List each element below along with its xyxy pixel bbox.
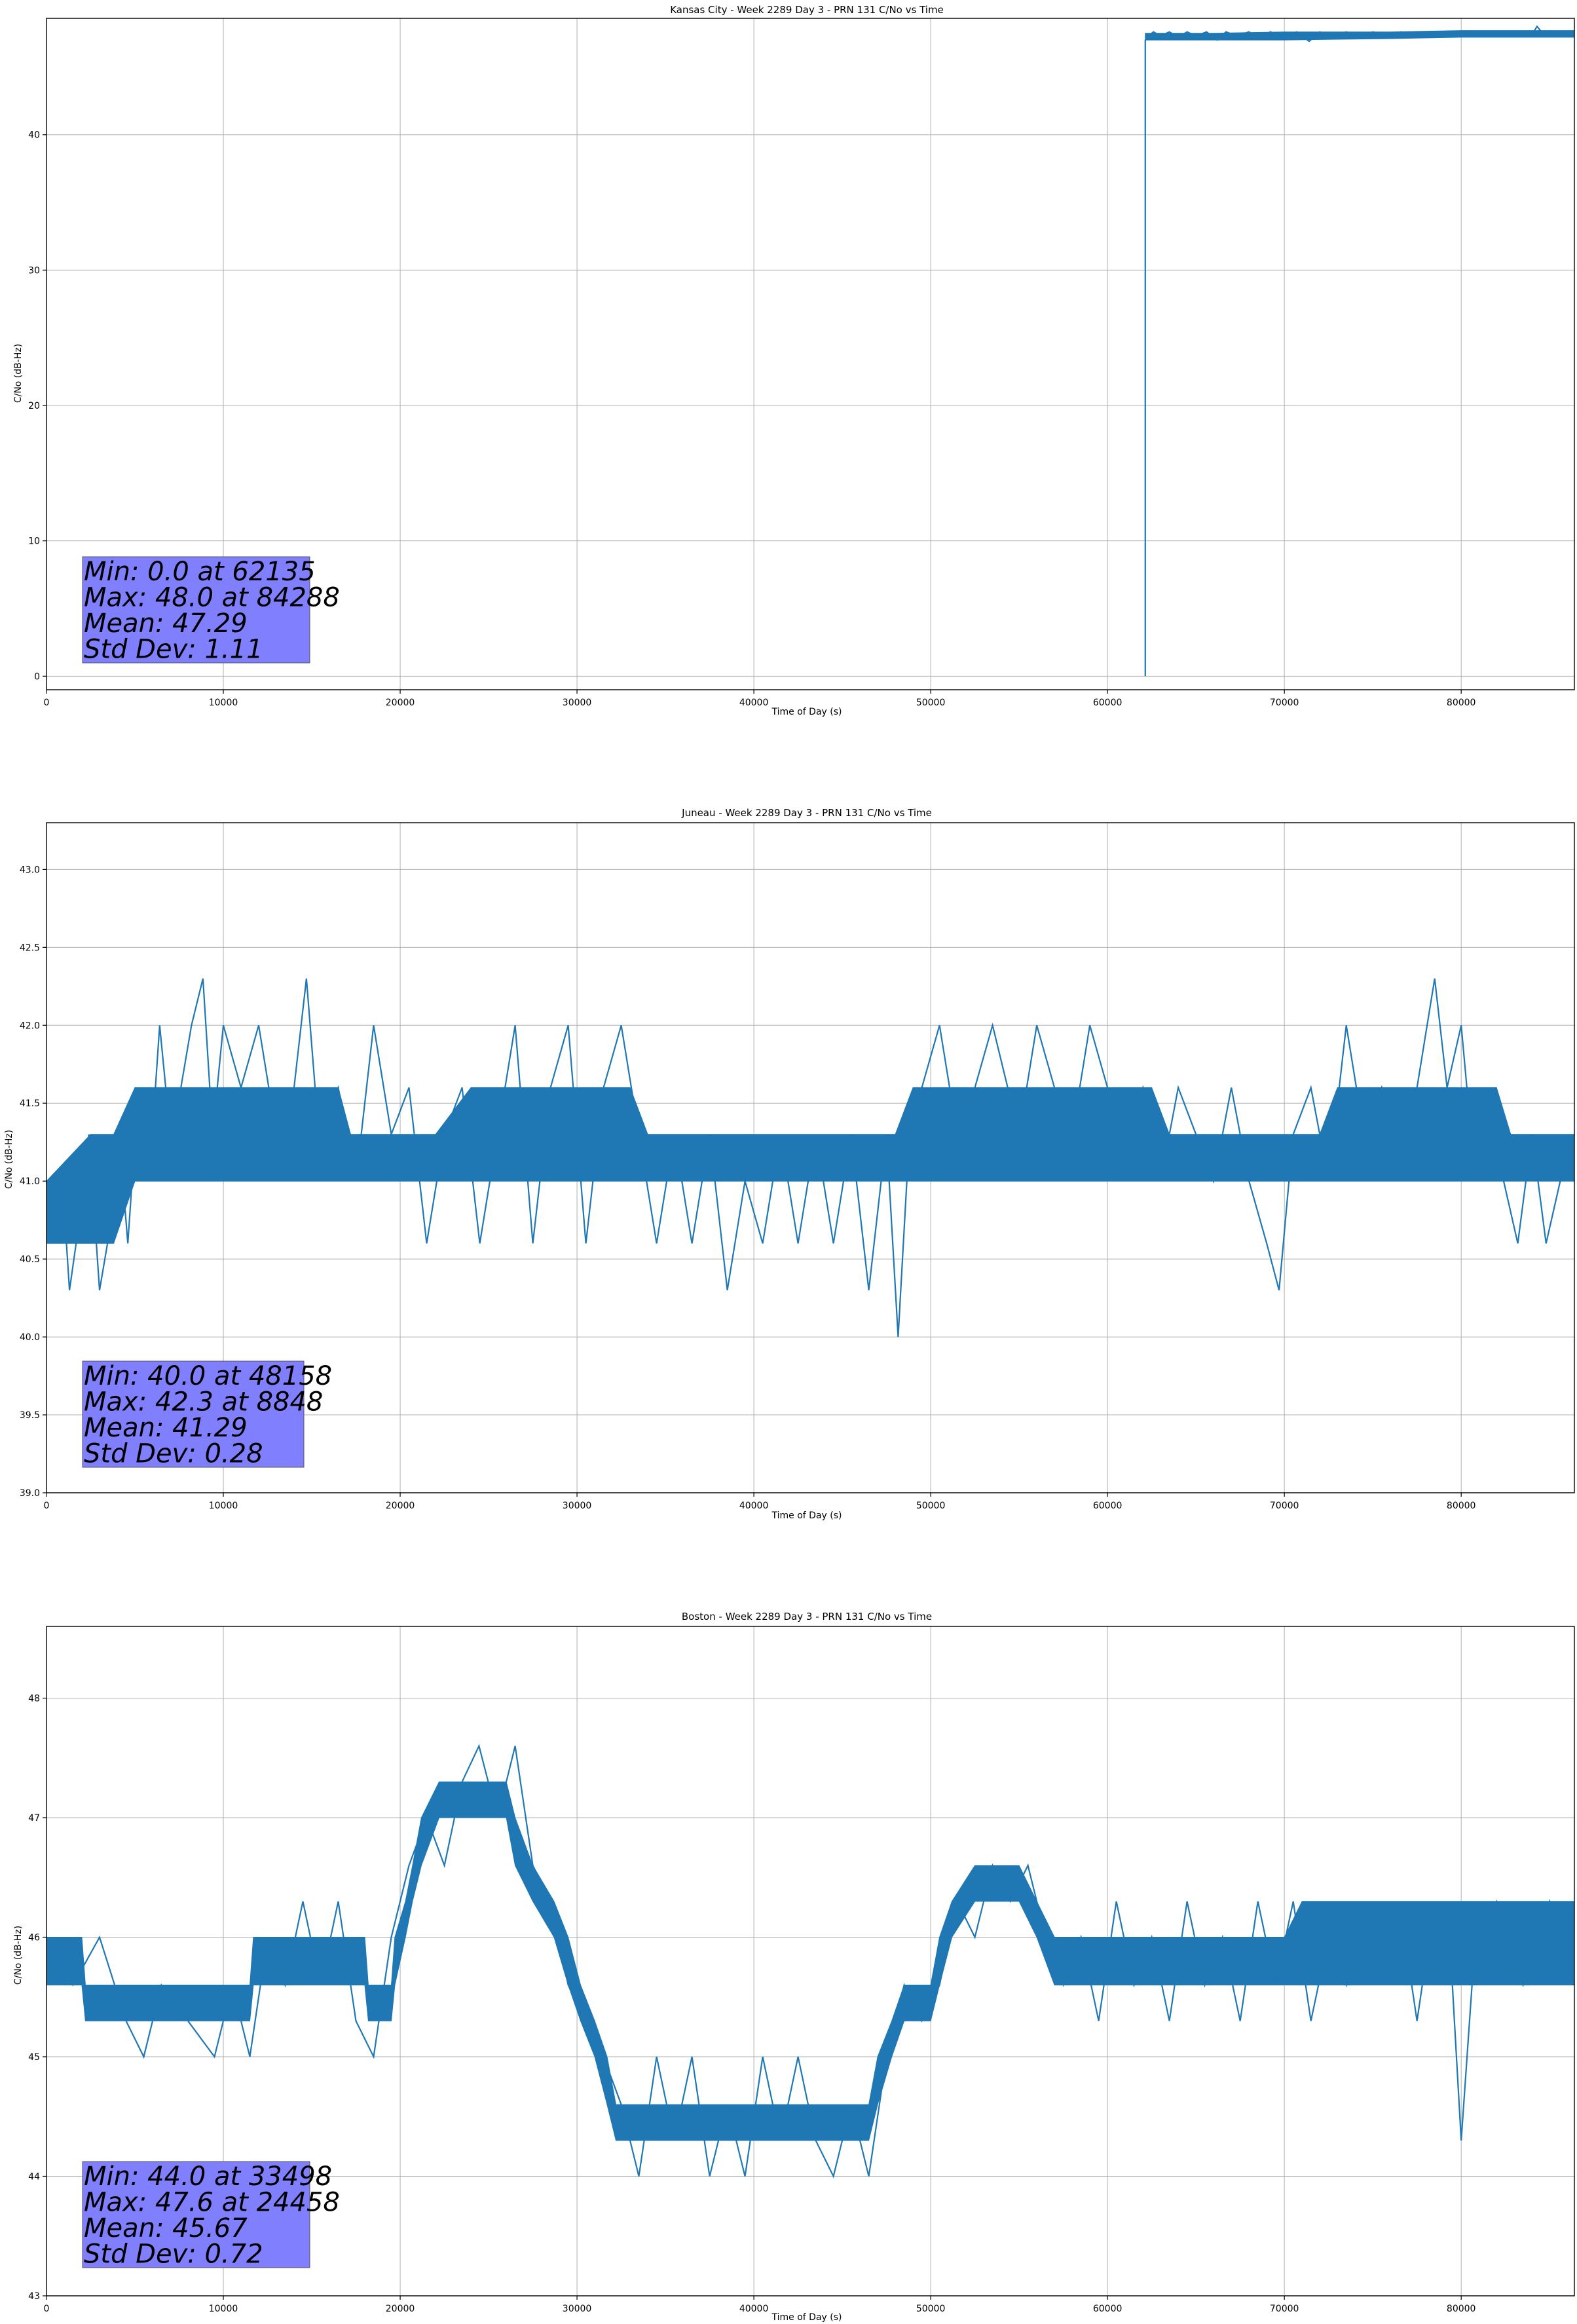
x-axis-label: Time of Day (s) [771, 1510, 842, 1521]
x-tick-label: 80000 [1447, 698, 1476, 708]
chart-title: Boston - Week 2289 Day 3 - PRN 131 C/No … [682, 1611, 932, 1622]
x-tick-label: 0 [44, 1501, 50, 1511]
stats-line: Mean: 41.29 [84, 1413, 248, 1443]
x-tick-label: 70000 [1270, 698, 1299, 708]
stats-box [82, 556, 310, 664]
x-tick-label: 80000 [1447, 2304, 1476, 2314]
x-tick-label: 20000 [386, 1501, 415, 1511]
y-tick-label: 43.0 [20, 865, 40, 875]
x-tick-label: 60000 [1093, 1501, 1122, 1511]
plot-frame [46, 822, 1575, 1493]
x-tick-label: 30000 [563, 698, 592, 708]
x-tick-label: 40000 [739, 698, 769, 708]
stats-line: Std Dev: 1.11 [84, 635, 263, 665]
stats-line: Std Dev: 0.28 [84, 1439, 263, 1469]
plot-frame [46, 1626, 1575, 2296]
x-tick-label: 20000 [386, 2304, 415, 2314]
x-tick-label: 40000 [739, 1501, 769, 1511]
chart-panel-boston: Boston - Week 2289 Day 3 - PRN 131 C/No … [13, 1611, 1576, 2323]
x-tick-label: 0 [44, 2304, 50, 2314]
x-tick-label: 50000 [916, 698, 946, 708]
y-tick-label: 41.5 [20, 1098, 40, 1109]
stats-line: Std Dev: 0.72 [84, 2240, 263, 2270]
chart-panel-kansas-city: Kansas City - Week 2289 Day 3 - PRN 131 … [13, 4, 1575, 717]
x-tick-label: 70000 [1270, 2304, 1299, 2314]
stats-line: Max: 47.6 at 24458 [84, 2188, 340, 2218]
y-tick-label: 46 [28, 1933, 40, 1943]
chart-title: Kansas City - Week 2289 Day 3 - PRN 131 … [670, 4, 944, 16]
x-tick-label: 30000 [563, 2304, 592, 2314]
x-axis-label: Time of Day (s) [771, 707, 842, 717]
y-tick-label: 47 [28, 1813, 40, 1824]
y-tick-label: 42.0 [20, 1021, 40, 1031]
y-tick-label: 39.5 [20, 1410, 40, 1421]
y-tick-label: 40 [28, 130, 40, 141]
stats-box [82, 2161, 310, 2268]
x-tick-label: 50000 [916, 2304, 946, 2314]
y-tick-label: 42.5 [20, 943, 40, 953]
series-line [45, 978, 1576, 1338]
y-tick-label: 40.0 [20, 1332, 40, 1343]
y-tick-label: 20 [28, 401, 40, 411]
x-axis-label: Time of Day (s) [771, 2312, 842, 2323]
y-tick-label: 10 [28, 536, 40, 547]
plot-area: 0 10000 20000 30000 40000 50000 60000 70000 8000… [20, 822, 1576, 1511]
x-tick-label: 60000 [1093, 2304, 1122, 2314]
x-tick-label: 10000 [209, 1501, 238, 1511]
x-tick-label: 20000 [386, 698, 415, 708]
y-axis-label: C/No (dB-Hz) [13, 344, 24, 403]
x-tick-label: 70000 [1270, 1501, 1299, 1511]
x-tick-label: 60000 [1093, 698, 1122, 708]
y-tick-label: 40.5 [20, 1254, 40, 1265]
chart-title: Juneau - Week 2289 Day 3 - PRN 131 C/No … [681, 807, 932, 819]
plot-area: 0 10000 20000 30000 40000 50000 60000 70000 8000… [28, 18, 1575, 708]
series-line [1144, 25, 1575, 677]
y-tick-label: 0 [34, 671, 40, 682]
stats-line: Max: 48.0 at 84288 [84, 583, 340, 613]
x-tick-label: 10000 [209, 2304, 238, 2314]
y-tick-label: 41.0 [20, 1176, 40, 1187]
chart-panel-juneau: Juneau - Week 2289 Day 3 - PRN 131 C/No … [4, 807, 1576, 1521]
y-tick-label: 39.0 [20, 1488, 40, 1499]
x-tick-label: 10000 [209, 698, 238, 708]
y-tick-label: 30 [28, 265, 40, 276]
y-tick-label: 48 [28, 1694, 40, 1704]
plot-area: 0 10000 20000 30000 40000 50000 60000 70000 8000… [28, 1626, 1576, 2314]
stats-line: Min: 0.0 at 62135 [84, 557, 316, 587]
stats-line: Min: 40.0 at 48158 [84, 1361, 332, 1391]
plot-frame [46, 18, 1575, 690]
x-tick-label: 80000 [1447, 1501, 1476, 1511]
series-line [46, 1744, 1576, 2179]
stats-box [82, 1360, 305, 1468]
y-tick-label: 45 [28, 2052, 40, 2063]
y-axis-label: C/No (dB-Hz) [13, 1926, 24, 1985]
x-tick-label: 30000 [563, 1501, 592, 1511]
stats-line: Mean: 45.67 [84, 2213, 248, 2243]
y-axis-label: C/No (dB-Hz) [4, 1130, 14, 1189]
x-tick-label: 0 [44, 698, 50, 708]
x-tick-label: 40000 [739, 2304, 769, 2314]
y-tick-label: 44 [28, 2172, 40, 2183]
x-tick-label: 50000 [916, 1501, 946, 1511]
stats-line: Min: 44.0 at 33498 [84, 2162, 332, 2192]
stats-line: Max: 42.3 at 8848 [84, 1387, 323, 1417]
stats-line: Mean: 47.29 [84, 609, 248, 639]
y-tick-label: 43 [28, 2291, 40, 2302]
